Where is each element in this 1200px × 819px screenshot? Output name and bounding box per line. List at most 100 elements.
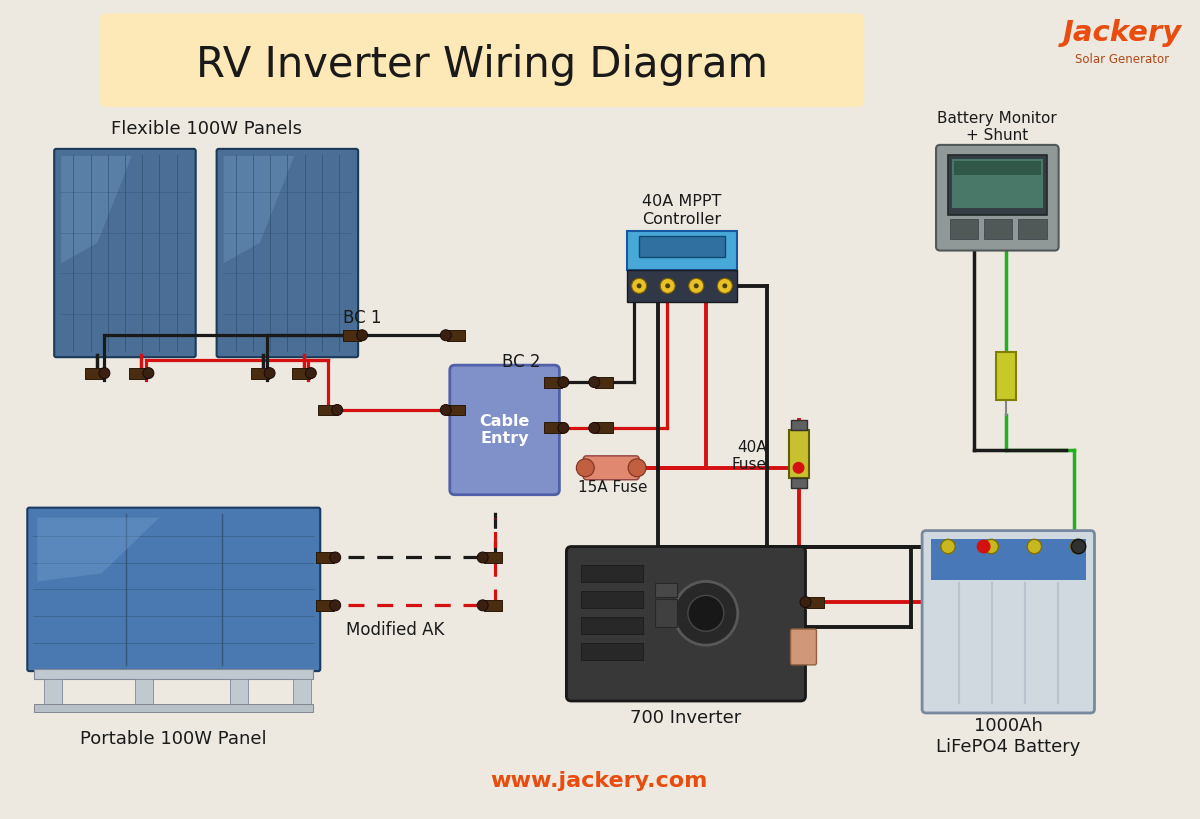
Circle shape — [558, 377, 569, 387]
Circle shape — [1027, 540, 1042, 554]
Circle shape — [694, 283, 698, 288]
Text: 700 Inverter: 700 Inverter — [630, 709, 742, 727]
Text: BC 2: BC 2 — [503, 353, 541, 371]
Circle shape — [331, 405, 343, 415]
Circle shape — [356, 330, 367, 341]
Polygon shape — [223, 156, 294, 263]
Bar — [595, 377, 613, 387]
Bar — [788, 430, 809, 477]
FancyBboxPatch shape — [54, 149, 196, 357]
FancyBboxPatch shape — [583, 456, 640, 480]
Bar — [318, 405, 336, 415]
Circle shape — [589, 377, 600, 387]
Bar — [292, 368, 310, 378]
Bar — [950, 219, 978, 239]
Bar — [581, 618, 643, 634]
Text: Modified AK: Modified AK — [346, 622, 444, 640]
FancyBboxPatch shape — [566, 546, 805, 701]
Bar — [251, 368, 269, 378]
Bar — [640, 236, 725, 257]
Bar — [628, 231, 737, 270]
Bar — [931, 539, 1086, 581]
Bar — [1019, 219, 1046, 239]
Text: RV Inverter Wiring Diagram: RV Inverter Wiring Diagram — [196, 44, 768, 86]
FancyBboxPatch shape — [936, 145, 1058, 251]
Bar — [446, 330, 464, 341]
Bar — [343, 330, 361, 341]
Circle shape — [98, 368, 110, 378]
Bar — [484, 600, 502, 611]
Text: 15A Fuse: 15A Fuse — [578, 480, 648, 495]
FancyBboxPatch shape — [922, 531, 1094, 713]
Text: BC 1: BC 1 — [343, 310, 382, 328]
Circle shape — [660, 278, 676, 293]
Circle shape — [305, 368, 317, 378]
Circle shape — [631, 278, 647, 293]
Bar — [806, 596, 824, 608]
Circle shape — [688, 595, 724, 631]
FancyBboxPatch shape — [28, 508, 320, 671]
FancyBboxPatch shape — [100, 13, 864, 107]
Circle shape — [440, 405, 451, 415]
Bar — [484, 552, 502, 563]
Circle shape — [1070, 540, 1085, 554]
Circle shape — [977, 540, 990, 554]
Text: Flexible 100W Panels: Flexible 100W Panels — [110, 120, 301, 138]
Text: Cable
Entry: Cable Entry — [480, 414, 529, 446]
Circle shape — [558, 423, 569, 433]
Bar — [595, 423, 613, 433]
Text: 1000Ah
LiFePO4 Battery: 1000Ah LiFePO4 Battery — [936, 717, 1080, 756]
Bar — [581, 643, 643, 660]
Bar — [35, 704, 313, 712]
Bar — [996, 352, 1015, 400]
Circle shape — [665, 283, 670, 288]
Circle shape — [722, 283, 727, 288]
FancyBboxPatch shape — [791, 629, 816, 665]
FancyBboxPatch shape — [217, 149, 358, 357]
Bar — [44, 679, 62, 707]
Circle shape — [478, 552, 488, 563]
Circle shape — [1072, 540, 1086, 554]
Circle shape — [984, 540, 998, 554]
Circle shape — [478, 600, 488, 611]
Bar — [317, 600, 334, 611]
Circle shape — [576, 459, 594, 477]
Bar — [545, 423, 563, 433]
Circle shape — [264, 368, 275, 378]
Bar — [85, 368, 103, 378]
Polygon shape — [37, 518, 160, 581]
Text: Battery Monitor
+ Shunt: Battery Monitor + Shunt — [937, 111, 1057, 143]
Text: www.jackery.com: www.jackery.com — [491, 771, 708, 790]
Bar — [655, 600, 677, 627]
Circle shape — [718, 278, 732, 293]
Bar — [954, 161, 1040, 174]
Text: Portable 100W Panel: Portable 100W Panel — [80, 730, 268, 748]
Bar — [130, 368, 148, 378]
Circle shape — [143, 368, 154, 378]
Text: Jackery: Jackery — [1063, 20, 1182, 48]
Circle shape — [792, 462, 804, 473]
Bar — [952, 159, 1043, 208]
Circle shape — [800, 596, 811, 608]
Text: Solar Generator: Solar Generator — [1075, 52, 1170, 66]
FancyBboxPatch shape — [450, 365, 559, 495]
Circle shape — [674, 581, 738, 645]
Bar — [317, 552, 334, 563]
Bar — [293, 679, 311, 707]
Bar — [545, 377, 563, 387]
Polygon shape — [61, 156, 132, 263]
Circle shape — [330, 600, 341, 611]
Bar — [581, 565, 643, 582]
Circle shape — [628, 459, 646, 477]
Bar — [948, 155, 1046, 215]
Bar — [134, 679, 152, 707]
Bar — [655, 583, 677, 597]
Text: 40A MPPT
Controller: 40A MPPT Controller — [642, 194, 721, 227]
Bar — [35, 669, 313, 679]
Bar — [446, 405, 464, 415]
Circle shape — [330, 552, 341, 563]
Bar — [984, 219, 1013, 239]
Bar — [791, 420, 806, 430]
Bar — [230, 679, 248, 707]
Circle shape — [941, 540, 955, 554]
